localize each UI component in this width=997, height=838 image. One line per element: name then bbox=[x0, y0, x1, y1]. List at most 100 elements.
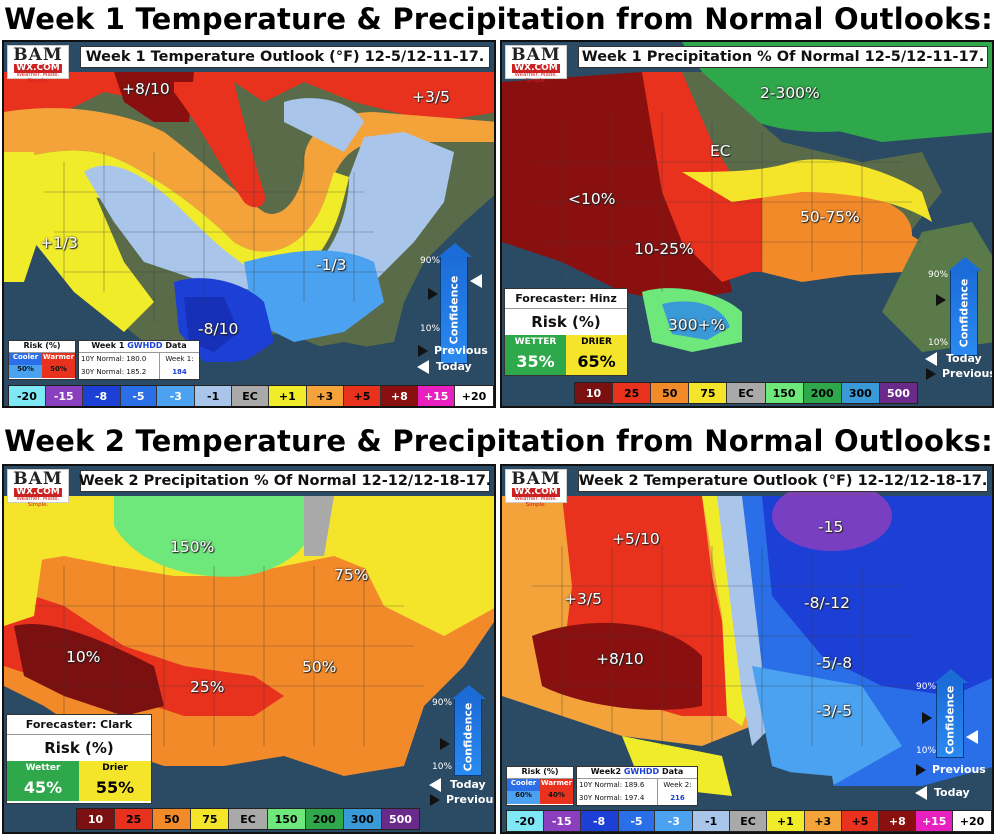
legend-cell: -8 bbox=[580, 811, 619, 831]
previous-marker-icon bbox=[936, 294, 946, 306]
legend-cell: 500 bbox=[381, 809, 419, 829]
legend-cell: -1 bbox=[693, 811, 731, 831]
legend-cell: EC bbox=[727, 383, 766, 403]
legend-cell: +20 bbox=[953, 811, 991, 831]
legend-cell: -5 bbox=[120, 386, 158, 406]
legend-cell: 150 bbox=[765, 383, 804, 403]
legend-cell: 200 bbox=[305, 809, 344, 829]
today-legend-icon bbox=[915, 786, 927, 800]
temperature-legend: -20 -15 -8 -5 -3 -1 EC +1 +3 +5 +8 +15 +… bbox=[506, 810, 992, 832]
precip-label: 2-300% bbox=[760, 84, 820, 102]
legend-cell: 300 bbox=[841, 383, 880, 403]
temp-label: -8/10 bbox=[198, 320, 239, 338]
today-marker-icon bbox=[470, 274, 482, 288]
today-legend-label: Today bbox=[436, 360, 472, 373]
previous-legend-icon bbox=[418, 345, 428, 357]
previous-marker-icon bbox=[922, 712, 932, 724]
bamwx-logo: BAM WX.COM Weather. Made. Simple. bbox=[505, 45, 567, 83]
precip-label: 300+% bbox=[668, 316, 726, 334]
confidence-10-label: 10% bbox=[432, 762, 453, 772]
precip-label: 25% bbox=[190, 678, 225, 696]
legend-cell: +8 bbox=[879, 811, 917, 831]
legend-cell: 10 bbox=[575, 383, 614, 403]
legend-cell: 10 bbox=[77, 809, 116, 829]
bamwx-logo: BAM WX.COM Weather. Made. Simple. bbox=[505, 469, 567, 507]
temp-label: +8/10 bbox=[122, 80, 170, 98]
temp-label: +3/5 bbox=[564, 590, 602, 608]
temp-label: -15 bbox=[818, 518, 844, 536]
previous-legend-label: Previous bbox=[942, 367, 994, 380]
temp-label: -1/3 bbox=[316, 256, 347, 274]
forecaster-risk-box: Forecaster: Hinz Risk (%) WETTER 35% DRI… bbox=[504, 288, 628, 376]
week2-precipitation-map: BAM WX.COM Weather. Made. Simple. Week 2… bbox=[2, 464, 496, 834]
previous-legend-label: Previous bbox=[434, 344, 488, 357]
confidence-gauge: Confidence bbox=[452, 685, 486, 776]
legend-cell: 50 bbox=[651, 383, 690, 403]
previous-marker-icon bbox=[440, 738, 450, 750]
legend-cell: +5 bbox=[841, 811, 880, 831]
risk-table: Risk (%) Cooler Warmer 60% 40% bbox=[506, 766, 574, 806]
legend-cell: -3 bbox=[157, 386, 196, 406]
previous-legend-label: Previous bbox=[446, 793, 496, 806]
legend-cell: EC bbox=[229, 809, 268, 829]
temp-label: +8/10 bbox=[596, 650, 644, 668]
legend-cell: 200 bbox=[803, 383, 842, 403]
legend-cell: +15 bbox=[916, 811, 954, 831]
confidence-gauge: Confidence bbox=[948, 257, 982, 356]
legend-cell: -15 bbox=[543, 811, 581, 831]
legend-cell: 25 bbox=[115, 809, 154, 829]
previous-legend-label: Previous bbox=[932, 763, 986, 776]
legend-cell: +1 bbox=[268, 386, 307, 406]
legend-cell: 75 bbox=[191, 809, 230, 829]
legend-cell: 500 bbox=[879, 383, 917, 403]
precip-label: EC bbox=[710, 142, 731, 160]
confidence-90-label: 90% bbox=[928, 270, 949, 280]
previous-marker-icon bbox=[428, 288, 438, 300]
legend-cell: -3 bbox=[655, 811, 694, 831]
legend-cell: EC bbox=[232, 386, 269, 406]
precipitation-legend: 10 25 50 75 EC 150 200 300 500 bbox=[76, 808, 420, 830]
legend-cell: -8 bbox=[82, 386, 121, 406]
legend-cell: -20 bbox=[507, 811, 544, 831]
legend-cell: -5 bbox=[618, 811, 656, 831]
week1-precip-header: Week 1 Precipitation % Of Normal 12-5/12… bbox=[578, 46, 988, 68]
legend-cell: +5 bbox=[343, 386, 382, 406]
previous-legend-icon bbox=[430, 794, 440, 806]
precip-label: 50-75% bbox=[800, 208, 860, 226]
temperature-legend: -20 -15 -8 -5 -3 -1 EC +1 +3 +5 +8 +15 +… bbox=[8, 385, 494, 406]
confidence-gauge: Confidence bbox=[438, 243, 472, 364]
legend-cell: 300 bbox=[343, 809, 382, 829]
temp-label: -3/-5 bbox=[816, 702, 853, 720]
week2-precip-header: Week 2 Precipitation % Of Normal 12-12/1… bbox=[79, 470, 491, 492]
bamwx-logo: BAM WX.COM Weather. Made. Simple. bbox=[7, 469, 69, 507]
legend-cell: -1 bbox=[195, 386, 233, 406]
gwhdd-table: Week 1 GWHDD Data 10Y Normal: 180.0 30Y … bbox=[78, 340, 200, 380]
legend-cell: +3 bbox=[804, 811, 842, 831]
legend-cell: +1 bbox=[766, 811, 805, 831]
week1-precipitation-map: BAM WX.COM Weather. Made. Simple. Week 1… bbox=[500, 40, 994, 408]
legend-cell: -15 bbox=[45, 386, 83, 406]
precip-label: 10% bbox=[66, 648, 101, 666]
precip-label: 50% bbox=[302, 658, 337, 676]
legend-cell: 75 bbox=[689, 383, 728, 403]
today-marker-icon bbox=[966, 730, 978, 744]
legend-cell: 25 bbox=[613, 383, 652, 403]
today-legend-label: Today bbox=[450, 778, 486, 791]
temp-label: +3/5 bbox=[412, 88, 450, 106]
precip-label: 150% bbox=[170, 538, 215, 556]
week2-section-title: Week 2 Temperature & Precipitation from … bbox=[4, 424, 993, 458]
today-legend-icon bbox=[429, 778, 441, 792]
gwhdd-table: Week2 GWHDD Data 10Y Normal: 189.6 30Y N… bbox=[576, 766, 698, 806]
week1-temp-header: Week 1 Temperature Outlook (°F) 12-5/12-… bbox=[80, 46, 490, 68]
legend-cell: +3 bbox=[306, 386, 344, 406]
week2-temp-header: Week 2 Temperature Outlook (°F) 12-12/12… bbox=[578, 470, 988, 492]
previous-legend-icon bbox=[916, 764, 926, 776]
precip-label: 75% bbox=[334, 566, 369, 584]
temp-label: -8/-12 bbox=[804, 594, 850, 612]
legend-cell: 150 bbox=[267, 809, 306, 829]
confidence-10-label: 10% bbox=[928, 338, 949, 348]
legend-cell: 50 bbox=[153, 809, 192, 829]
today-legend-label: Today bbox=[946, 352, 982, 365]
temp-label: +1/3 bbox=[40, 234, 78, 252]
confidence-90-label: 90% bbox=[420, 256, 441, 266]
